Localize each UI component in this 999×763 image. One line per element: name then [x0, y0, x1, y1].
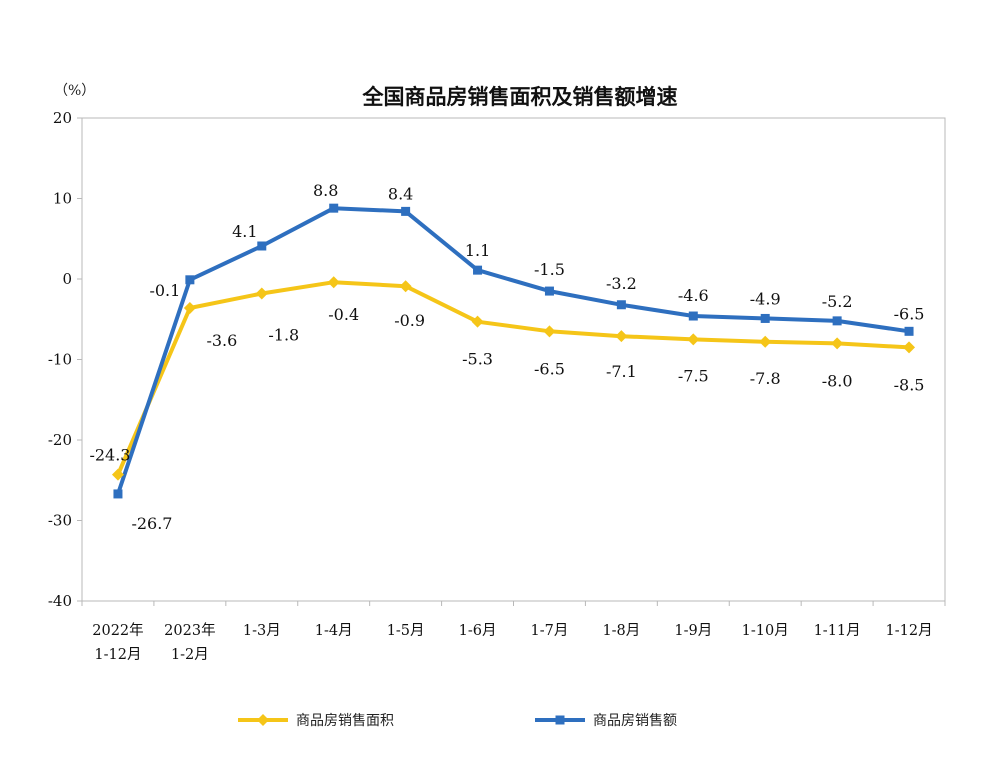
y-axis: 20 10 0 -10 -20 -30 -40: [48, 109, 82, 610]
data-point-marker: [831, 337, 844, 350]
x-tick-label: 1-12月: [94, 647, 141, 663]
x-tick-label: 1-12月: [886, 623, 933, 639]
data-point-marker: [471, 315, 484, 328]
y-tick-label: 10: [53, 190, 72, 208]
y-tick-label: -30: [48, 512, 72, 530]
data-label: -7.5: [678, 366, 709, 385]
data-point-marker: [759, 335, 772, 348]
data-label: -8.5: [894, 375, 925, 394]
data-point-marker: [473, 265, 483, 275]
legend-swatch-marker: [555, 715, 565, 725]
data-point-marker: [183, 301, 196, 314]
series-markers: [111, 203, 916, 499]
legend-label: 商品房销售额: [593, 713, 677, 729]
data-point-marker: [832, 316, 842, 326]
data-point-marker: [688, 311, 698, 321]
legend-swatch-marker: [257, 714, 269, 726]
data-label: 4.1: [232, 222, 257, 241]
legend-label: 商品房销售面积: [296, 713, 394, 729]
data-point-marker: [255, 287, 268, 300]
x-tick-label: 2023年: [164, 622, 215, 639]
data-label: -0.4: [328, 305, 359, 324]
data-point-marker: [615, 330, 628, 343]
data-label: 1.1: [465, 241, 490, 260]
data-point-marker: [687, 333, 700, 346]
data-label: -5.3: [462, 350, 493, 369]
data-label: -24.3: [89, 446, 130, 465]
x-tick-label: 1-4月: [315, 623, 353, 639]
y-tick-label: -10: [48, 351, 72, 369]
data-label: -1.5: [534, 260, 565, 279]
data-label: -0.9: [394, 311, 425, 330]
data-label: -5.2: [822, 292, 853, 311]
data-label: -8.0: [822, 371, 853, 390]
data-point-marker: [401, 206, 411, 216]
data-labels: -24.3 -3.6 -1.8 -0.4 -0.9 -5.3 -6.5 -7.1 -7.5 -7.…: [89, 181, 924, 533]
chart-title: 全国商品房销售面积及销售额增速: [362, 85, 678, 109]
data-label: -7.1: [606, 362, 637, 381]
x-tick-label: 1-6月: [459, 623, 497, 639]
data-label: -6.5: [894, 304, 925, 323]
data-label: -1.8: [268, 325, 299, 344]
series-line-0: [116, 280, 911, 477]
y-tick-label: -20: [48, 431, 72, 449]
data-point-marker: [111, 468, 124, 481]
data-point-marker: [904, 326, 914, 336]
x-tick-label: 1-2月: [171, 647, 209, 663]
data-point-marker: [760, 313, 770, 323]
data-label: -7.8: [750, 369, 781, 388]
x-tick-label: 1-3月: [243, 623, 281, 639]
data-point-marker: [257, 241, 267, 251]
x-tick-label: 1-11月: [814, 623, 861, 639]
x-tick-label: 1-9月: [674, 623, 712, 639]
data-label: -4.6: [678, 286, 709, 305]
x-tick-label: 1-5月: [387, 623, 425, 639]
data-label: -26.7: [131, 514, 172, 533]
data-point-marker: [903, 341, 916, 354]
data-point-marker: [185, 275, 195, 285]
data-point-marker: [399, 280, 412, 293]
x-axis: 2022年 1-12月 2023年 1-2月 1-3月 1-4月 1-5月 1-6月 1-7月 1…: [81, 601, 946, 663]
data-label: 8.8: [313, 181, 338, 200]
data-label: -0.1: [149, 281, 180, 300]
x-tick-label: 1-10月: [742, 623, 789, 639]
plot-area-frame: [81, 117, 946, 602]
data-point-marker: [327, 276, 340, 289]
data-label: -3.6: [206, 331, 237, 350]
y-tick-label: 0: [62, 270, 72, 288]
data-point-marker: [329, 203, 339, 213]
data-label: 8.4: [388, 184, 413, 203]
data-label: -4.9: [750, 289, 781, 308]
data-point-marker: [113, 489, 123, 499]
x-tick-label: 1-7月: [531, 623, 569, 639]
data-point-marker: [544, 286, 554, 296]
data-label: -3.2: [606, 274, 637, 293]
x-tick-label: 2022年: [92, 622, 143, 639]
x-tick-label: 1-8月: [602, 623, 640, 639]
y-axis-unit-label: （%）: [54, 83, 95, 99]
legend: 商品房销售面积 商品房销售额: [238, 713, 677, 729]
data-point-marker: [616, 300, 626, 310]
series-line-1: [116, 206, 911, 496]
data-label: -6.5: [534, 359, 565, 378]
y-tick-label: 20: [53, 109, 72, 127]
y-tick-label: -40: [48, 592, 72, 610]
data-point-marker: [543, 325, 556, 338]
series-lines: [116, 206, 911, 496]
